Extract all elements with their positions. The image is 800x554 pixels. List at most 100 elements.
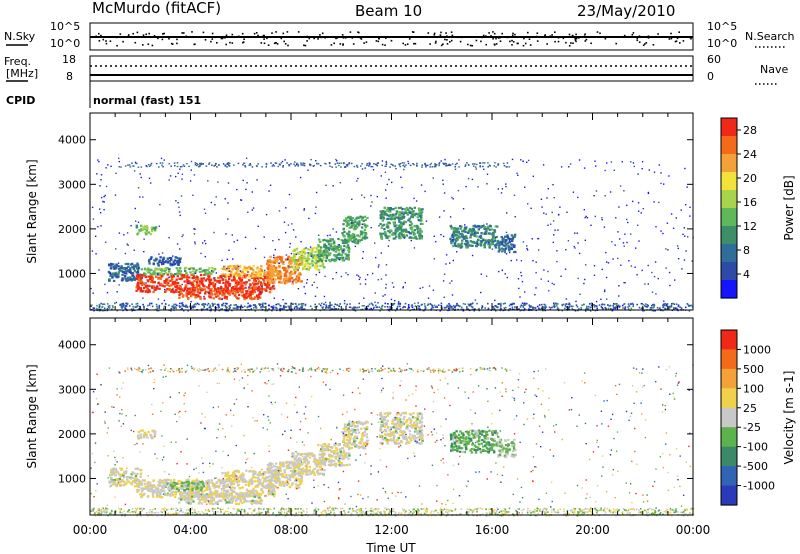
echo-cell (450, 240, 453, 243)
ground-echo (102, 303, 104, 305)
band-echo (368, 164, 371, 166)
ground-echo (646, 304, 649, 306)
nsky-point (512, 32, 514, 35)
scatter-point (273, 297, 275, 299)
echo-cell (192, 275, 195, 278)
scatter-point (273, 256, 275, 259)
echo-cell (327, 240, 330, 243)
scatter-point (538, 249, 540, 251)
nsky-point (584, 33, 586, 35)
scatter-point (374, 292, 376, 294)
echo-cell (110, 473, 113, 476)
echo-cell (332, 245, 335, 248)
scatter-point (666, 222, 669, 224)
echo-cell (363, 237, 367, 240)
echo-cell (311, 264, 314, 267)
scatter-point (402, 287, 404, 289)
ground-echo (561, 303, 564, 306)
echo-cell (224, 480, 227, 483)
band-echo (495, 166, 497, 168)
nsky-point (274, 42, 277, 44)
scatter-point (194, 241, 196, 243)
ground-echo (429, 303, 432, 305)
echo-cell (406, 213, 409, 216)
ground-echo (567, 303, 570, 306)
echo-cell (179, 493, 182, 496)
scatter-point (478, 226, 480, 228)
ground-echo (314, 303, 316, 306)
ground-echo (572, 305, 574, 308)
ground-echo (260, 303, 262, 306)
scatter-point (517, 174, 519, 176)
nsky-point (142, 44, 144, 46)
band-echo (182, 164, 185, 166)
ground-echo (381, 304, 384, 307)
echo-cell (319, 264, 322, 267)
ground-echo (318, 303, 320, 305)
echo-cell (341, 256, 345, 259)
scatter-point (372, 169, 375, 171)
echo-cell (190, 290, 193, 293)
echo-cell (252, 282, 255, 285)
echo-cell (363, 234, 367, 237)
scatter-point (323, 295, 326, 298)
scatter-point (535, 287, 537, 289)
nsky-point (632, 32, 635, 34)
echo-cell (147, 275, 150, 278)
echo-cell (258, 287, 261, 290)
scatter-point (378, 264, 380, 266)
nsky-point (263, 42, 266, 45)
scatter-point (622, 242, 625, 244)
echo-cell (224, 278, 227, 281)
ground-echo (662, 304, 664, 306)
ground-echo (552, 305, 555, 308)
scatter-point (289, 246, 291, 248)
echo-cell (266, 271, 269, 274)
ground-echo (389, 307, 392, 309)
echo-cell (152, 479, 155, 482)
echo-cell (228, 277, 231, 281)
echo-cell (249, 287, 252, 290)
echo-cell (202, 277, 206, 280)
scatter-point (237, 265, 240, 268)
scatter-point (142, 196, 144, 198)
band-echo (425, 164, 427, 167)
echo-cell (496, 239, 499, 243)
ground-echo (198, 303, 200, 306)
scatter-point (662, 232, 664, 235)
echo-cell (295, 247, 298, 250)
echo-cell (295, 263, 299, 266)
echo-cell (271, 493, 275, 496)
scatter-point (501, 269, 504, 272)
scatter-point (584, 239, 586, 241)
ground-echo (456, 303, 458, 306)
band-echo (129, 166, 132, 168)
echo-cell (185, 272, 188, 275)
scatter-point (505, 183, 507, 185)
scatter-point (190, 301, 192, 303)
echo-cell (133, 485, 137, 488)
ground-echo (519, 305, 522, 307)
scatter-point (542, 164, 545, 166)
ground-echo (325, 304, 327, 306)
echo-cell (469, 240, 472, 243)
echo-cell (147, 289, 151, 292)
echo-cell (174, 285, 177, 288)
echo-cell (244, 286, 247, 289)
scatter-point (532, 175, 534, 177)
echo-cell (113, 481, 117, 484)
echo-cell (293, 256, 297, 259)
scatter-point (194, 228, 196, 230)
echo-cell (419, 209, 423, 212)
echo-cell (379, 214, 382, 217)
ground-echo (204, 303, 207, 305)
echo-cell (108, 263, 111, 266)
scatter-point (583, 209, 585, 211)
ground-echo (623, 303, 626, 305)
scatter-point (628, 260, 630, 262)
echo-cell (282, 280, 285, 283)
scatter-point (340, 275, 343, 278)
echo-cell (209, 278, 213, 281)
echo-cell (452, 230, 456, 233)
echo-cell (258, 288, 261, 291)
